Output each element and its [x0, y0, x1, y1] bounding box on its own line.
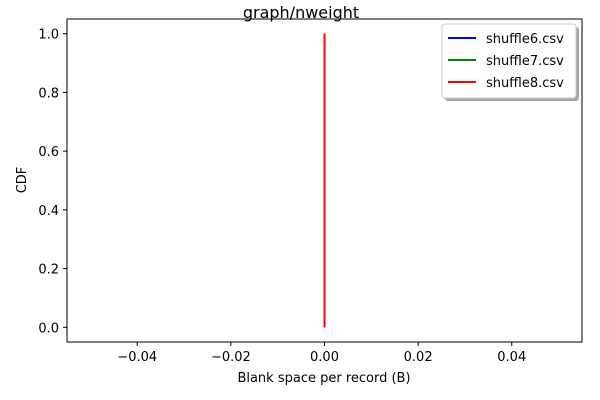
legend: shuffle6.csv shuffle7.csv shuffle8.csv	[441, 23, 579, 101]
x-tick-label: −0.02	[211, 350, 251, 365]
x-tick-label: −0.04	[117, 350, 157, 365]
y-axis-label: CDF	[15, 167, 30, 194]
x-tick-label: 0.02	[404, 350, 433, 365]
x-tick-label: 0.00	[310, 350, 339, 365]
x-tick-label: 0.04	[497, 350, 526, 365]
chart-title: graph/nweight	[243, 3, 359, 22]
x-axis-label: Blank space per record (B)	[237, 371, 410, 386]
y-tick-label: 1.0	[38, 28, 59, 43]
legend-label: shuffle6.csv	[486, 32, 564, 47]
legend-box	[441, 23, 577, 99]
y-tick-label: 0.6	[38, 145, 59, 160]
legend-label: shuffle7.csv	[486, 54, 564, 69]
y-tick-label: 0.8	[38, 86, 59, 101]
y-tick-label: 0.4	[38, 204, 59, 219]
legend-label: shuffle8.csv	[486, 76, 564, 91]
axes: −0.04 −0.02 0.00 0.02 0.04 0.0 0.2 0.4 0.6 0.8 1.0	[38, 18, 583, 365]
y-tick-label: 0.2	[38, 263, 59, 278]
y-tick-label: 0.0	[38, 321, 59, 336]
